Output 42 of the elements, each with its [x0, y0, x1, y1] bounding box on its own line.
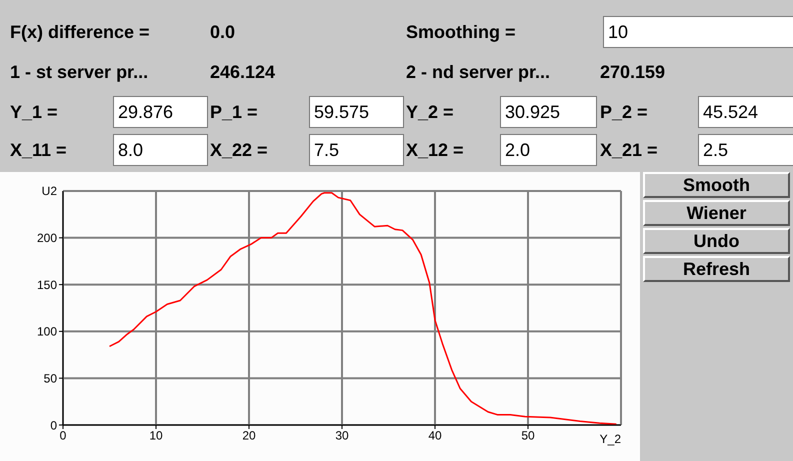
text: 29.876: [113, 96, 208, 128]
y-axis-title: U2: [42, 184, 58, 198]
text: 2 - nd server pr...: [406, 61, 552, 84]
x-tick-label: 20: [242, 428, 256, 443]
x-tick-label: 50: [521, 428, 535, 443]
y-tick-label: 0: [50, 418, 58, 432]
text: Undo: [643, 228, 790, 254]
x-tick-label: 0: [60, 428, 67, 443]
text: 270.159: [600, 61, 666, 84]
x-tick-label: 30: [335, 428, 349, 443]
text: 59.575: [309, 96, 404, 128]
text: X_22 =: [210, 139, 269, 162]
text: X_21 =: [600, 139, 659, 162]
text: 2.5: [698, 134, 793, 166]
text: P_1 =: [210, 101, 259, 124]
text: 0.0: [210, 21, 236, 44]
text: Y_2 =: [406, 101, 455, 124]
x-axis-title: Y_2: [600, 432, 622, 446]
text: Smoothing =: [406, 21, 516, 44]
text: 1 - st server pr...: [10, 61, 150, 84]
text: Smooth: [643, 172, 790, 198]
text: 30.925: [500, 96, 597, 128]
line-series: [108, 192, 618, 425]
text: 246.124: [210, 61, 276, 84]
text: 2.0: [500, 134, 597, 166]
text: 45.524: [698, 96, 793, 128]
text: Refresh: [643, 256, 790, 282]
text: X_11 =: [10, 139, 68, 162]
y-tick-label: 100: [36, 324, 58, 339]
x-tick-label: 10: [149, 428, 163, 443]
text: Wiener: [643, 200, 790, 226]
text: 10: [603, 16, 793, 48]
text: 8.0: [113, 134, 208, 166]
text: 7.5: [309, 134, 404, 166]
y-tick-label: 50: [44, 371, 58, 386]
y-tick-label: 150: [36, 278, 58, 292]
text: F(x) difference =: [10, 21, 151, 44]
text: X_12 =: [406, 139, 465, 162]
text: P_2 =: [600, 101, 649, 124]
text: Y_1 =: [10, 101, 59, 124]
y-tick-label: 200: [36, 231, 58, 246]
x-tick-label: 40: [428, 428, 442, 443]
